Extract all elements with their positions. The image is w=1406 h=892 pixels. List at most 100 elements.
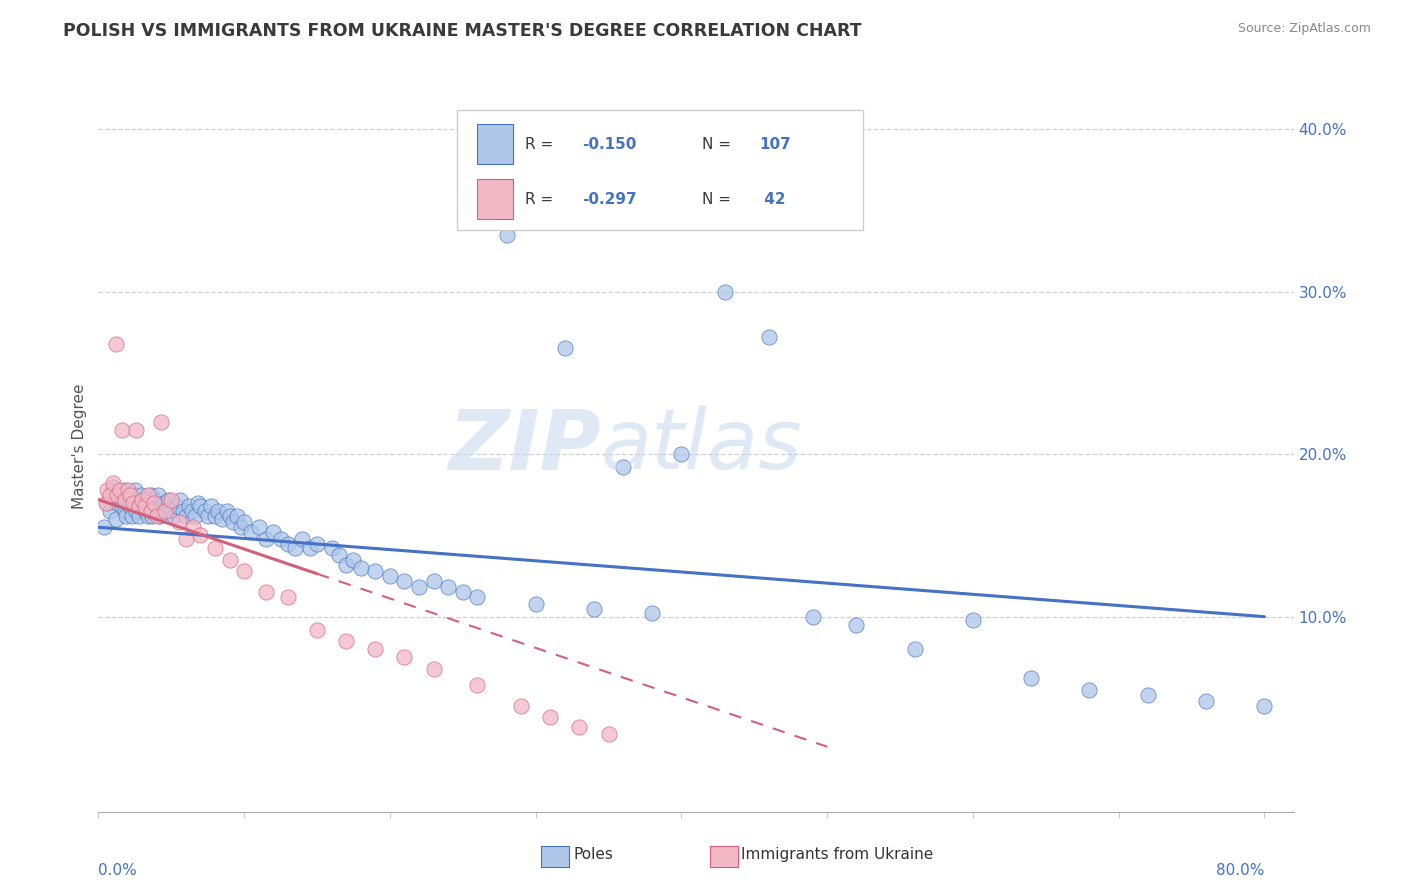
- Point: [128, 508, 150, 523]
- Point: [145, 508, 167, 523]
- Point: [150, 415, 173, 429]
- Point: [1296, 690, 1319, 705]
- Point: [142, 496, 165, 510]
- Point: [186, 496, 208, 510]
- Point: [247, 520, 270, 534]
- Point: [204, 508, 226, 523]
- Point: [153, 496, 176, 510]
- Point: [233, 516, 256, 530]
- Point: [110, 483, 132, 497]
- Point: [131, 492, 153, 507]
- Point: [240, 525, 263, 540]
- Point: [114, 483, 136, 497]
- Point: [132, 492, 155, 507]
- Point: [134, 504, 156, 518]
- Text: 0.0%: 0.0%: [98, 863, 138, 878]
- FancyBboxPatch shape: [457, 110, 863, 230]
- Point: [200, 499, 222, 513]
- Point: [141, 508, 163, 523]
- Point: [134, 499, 156, 513]
- Point: [197, 508, 219, 523]
- Point: [284, 541, 307, 556]
- Point: [149, 508, 172, 523]
- Point: [335, 558, 357, 572]
- Point: [758, 330, 780, 344]
- Point: [177, 499, 200, 513]
- Point: [408, 581, 430, 595]
- Point: [254, 532, 277, 546]
- Point: [298, 541, 321, 556]
- Point: [218, 508, 240, 523]
- Point: [305, 536, 328, 550]
- Text: N =: N =: [702, 192, 735, 207]
- Point: [1019, 672, 1042, 686]
- Point: [321, 541, 343, 556]
- Point: [127, 496, 149, 510]
- Point: [538, 710, 561, 724]
- Text: ZIP: ZIP: [447, 406, 600, 486]
- Point: [135, 496, 157, 510]
- Point: [122, 496, 145, 510]
- Point: [112, 492, 135, 507]
- Point: [120, 499, 142, 513]
- Point: [118, 488, 141, 502]
- Point: [145, 499, 167, 513]
- Point: [225, 508, 247, 523]
- Point: [845, 617, 868, 632]
- Point: [156, 499, 179, 513]
- Point: [166, 499, 188, 513]
- Point: [1136, 688, 1159, 702]
- Point: [262, 525, 284, 540]
- Point: [378, 569, 401, 583]
- Point: [305, 623, 328, 637]
- Point: [128, 499, 150, 513]
- Point: [612, 460, 634, 475]
- Point: [467, 678, 489, 692]
- Point: [163, 508, 186, 523]
- Point: [139, 488, 162, 502]
- Point: [1369, 715, 1392, 730]
- Point: [101, 476, 124, 491]
- Point: [598, 727, 620, 741]
- Point: [903, 642, 925, 657]
- Point: [582, 601, 605, 615]
- Point: [801, 609, 824, 624]
- Point: [167, 516, 190, 530]
- Point: [554, 342, 576, 356]
- Point: [342, 553, 364, 567]
- Point: [131, 499, 153, 513]
- Point: [117, 483, 139, 497]
- Point: [335, 634, 357, 648]
- Text: N =: N =: [702, 136, 735, 152]
- Point: [364, 642, 387, 657]
- Point: [101, 480, 124, 494]
- Point: [394, 650, 416, 665]
- Point: [194, 504, 217, 518]
- Point: [233, 564, 256, 578]
- Point: [114, 504, 136, 518]
- Point: [172, 504, 194, 518]
- Point: [174, 508, 197, 523]
- Text: atlas: atlas: [600, 406, 801, 486]
- Point: [98, 504, 121, 518]
- Text: POLISH VS IMMIGRANTS FROM UKRAINE MASTER'S DEGREE CORRELATION CHART: POLISH VS IMMIGRANTS FROM UKRAINE MASTER…: [63, 22, 862, 40]
- Point: [1340, 710, 1362, 724]
- Point: [190, 499, 212, 513]
- Point: [437, 581, 460, 595]
- Point: [394, 574, 416, 588]
- Text: Source: ZipAtlas.com: Source: ZipAtlas.com: [1237, 22, 1371, 36]
- Point: [148, 488, 170, 502]
- Point: [104, 512, 127, 526]
- Point: [211, 512, 233, 526]
- Point: [215, 504, 238, 518]
- Point: [568, 720, 591, 734]
- Point: [641, 607, 664, 621]
- Point: [111, 423, 134, 437]
- Point: [422, 574, 444, 588]
- Text: R =: R =: [524, 136, 558, 152]
- Point: [93, 520, 115, 534]
- Point: [270, 532, 292, 546]
- Point: [328, 548, 350, 562]
- Point: [138, 499, 160, 513]
- Point: [115, 508, 138, 523]
